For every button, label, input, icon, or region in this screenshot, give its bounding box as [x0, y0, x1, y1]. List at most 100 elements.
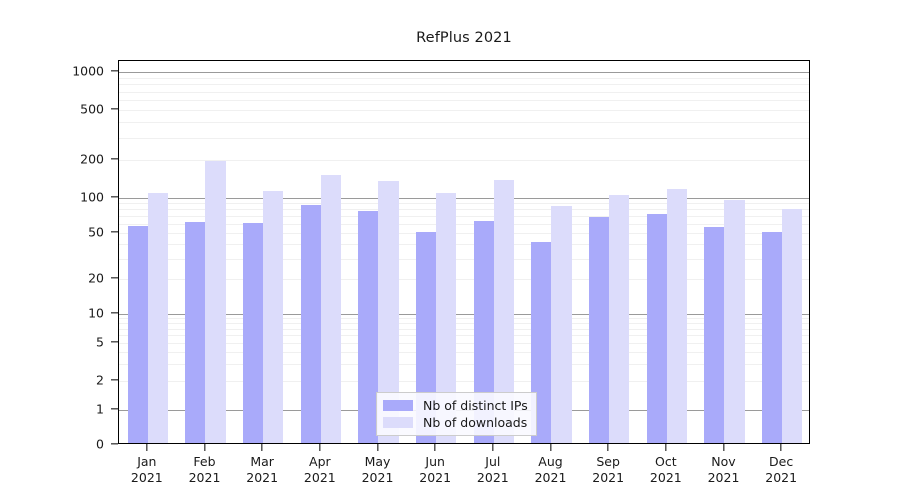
bar-ips-dec [761, 231, 783, 443]
bar-ips-jul [473, 220, 494, 443]
bar-downloads-mar [263, 190, 284, 443]
x-tick-month: Oct [655, 454, 677, 469]
x-tick-year: 2021 [188, 470, 221, 485]
y-tick-label-1: 1 [96, 401, 104, 417]
legend-item-distinct-ips: Nb of distinct IPs [383, 397, 528, 414]
x-tick-month: Aug [538, 454, 563, 469]
y-tick-mark-20 [111, 277, 118, 279]
y-tick-mark-1000 [111, 70, 118, 72]
y-tick-label-100: 100 [80, 189, 104, 205]
bar-group-jan [127, 61, 168, 443]
x-tick-label-mar: Mar 2021 [246, 454, 278, 486]
bar-group-apr [300, 61, 341, 443]
legend-swatch-icon-downloads [383, 417, 413, 428]
x-tick-label-dec: Dec 2021 [765, 454, 797, 486]
y-tick-mark-10 [111, 312, 118, 314]
y-tick-mark-2 [111, 379, 118, 381]
x-tick-month: Mar [250, 454, 274, 469]
x-tick-mark-jan [146, 444, 148, 451]
y-tick-label-5: 5 [96, 334, 104, 350]
y-tick-label-50: 50 [88, 224, 104, 240]
x-tick-month: Jul [485, 454, 501, 469]
y-tick-mark-50 [111, 231, 118, 233]
x-tick-label-feb: Feb 2021 [189, 454, 221, 486]
bar-group-may [358, 61, 399, 443]
x-tick-month: Nov [711, 454, 736, 469]
y-tick-label-0: 0 [96, 436, 104, 452]
x-tick-mark-aug [549, 444, 552, 451]
x-tick-label-jan: Jan 2021 [131, 454, 163, 486]
x-tick-year: 2021 [534, 470, 567, 485]
bar-group-oct [646, 61, 687, 443]
x-tick-label-aug: Aug 2021 [535, 454, 567, 486]
y-tick-label-500: 500 [80, 101, 104, 117]
bar-group-feb [185, 61, 226, 443]
y-tick-mark-100 [111, 196, 118, 198]
x-tick-mark-dec [780, 444, 782, 451]
x-tick-month: Dec [769, 454, 794, 469]
y-tick-label-10: 10 [88, 305, 104, 321]
x-tick-mark-apr [319, 444, 321, 451]
x-tick-mark-feb [203, 444, 206, 451]
x-tick-mark-oct [665, 444, 667, 451]
legend-item-downloads: Nb of downloads [383, 414, 528, 431]
bar-downloads-feb [205, 161, 226, 443]
bar-downloads-jan [147, 192, 168, 443]
y-tick-mark-0 [111, 443, 118, 445]
bar-group-jul [473, 61, 514, 443]
bar-downloads-dec [782, 208, 803, 443]
x-tick-mark-nov [722, 444, 725, 451]
bar-group-jun [415, 61, 457, 443]
legend-label-ips: Nb of distinct IPs [423, 398, 528, 413]
x-tick-year: 2021 [361, 470, 394, 485]
x-tick-label-nov: Nov 2021 [708, 454, 740, 486]
bar-group-aug [531, 61, 572, 443]
x-tick-label-apr: Apr 2021 [304, 454, 336, 486]
y-tick-label-1000: 1000 [72, 63, 104, 79]
legend-swatch-icon-ips [383, 400, 413, 411]
y-tick-label-200: 200 [80, 151, 104, 167]
bar-ips-feb [185, 221, 206, 443]
bar-ips-jan [127, 226, 148, 443]
bar-ips-sep [588, 216, 610, 443]
x-tick-month: Apr [309, 454, 331, 469]
bar-ips-apr [300, 205, 321, 443]
y-tick-label-2: 2 [96, 372, 104, 388]
x-tick-label-jun: Jun 2021 [419, 454, 451, 486]
x-tick-year: 2021 [246, 470, 279, 485]
x-tick-label-sep: Sep 2021 [592, 454, 624, 486]
bar-group-nov [704, 61, 745, 443]
bar-ips-oct [646, 213, 667, 443]
bar-downloads-may [378, 181, 399, 443]
bar-ips-mar [242, 222, 264, 443]
bar-group-dec [761, 61, 803, 443]
x-tick-mark-mar [261, 444, 263, 451]
bar-ips-nov [704, 227, 725, 443]
y-tick-mark-200 [111, 158, 118, 160]
bar-downloads-apr [320, 174, 341, 443]
x-tick-year: 2021 [419, 470, 452, 485]
x-tick-year: 2021 [649, 470, 682, 485]
x-tick-month: Feb [193, 454, 216, 469]
page-title: RefPlus 2021 [416, 30, 512, 46]
x-tick-mark-jun [434, 444, 436, 451]
y-tick-label-20: 20 [88, 270, 104, 286]
x-axis: Jan 2021 Feb 2021 Mar 2021 Apr 2021 May 2021 Jun 20… [118, 444, 810, 500]
chart-legend: Nb of distinct IPs Nb of downloads [376, 392, 537, 436]
x-tick-year: 2021 [765, 470, 798, 485]
bar-group-sep [588, 61, 630, 443]
x-tick-label-jul: Jul 2021 [477, 454, 509, 486]
bar-downloads-aug [551, 206, 572, 443]
bar-downloads-jul [493, 180, 514, 443]
x-tick-mark-jul [492, 444, 494, 451]
x-tick-mark-may [376, 444, 379, 451]
x-tick-year: 2021 [130, 470, 163, 485]
plot-area [118, 60, 810, 444]
bars-layer [119, 61, 809, 443]
y-axis: 0 1 2 5 10 20 50 100 200 500 1000 [0, 60, 118, 452]
bar-ips-may [358, 211, 379, 443]
x-tick-mark-sep [607, 444, 609, 451]
x-tick-year: 2021 [592, 470, 625, 485]
x-tick-year: 2021 [303, 470, 336, 485]
